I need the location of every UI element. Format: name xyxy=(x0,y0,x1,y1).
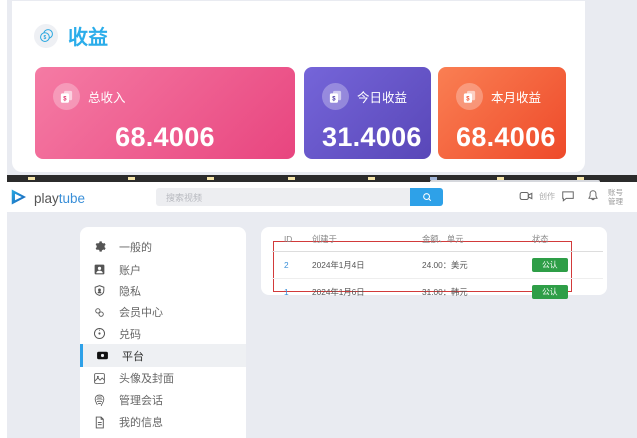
svg-text:$: $ xyxy=(43,35,46,41)
